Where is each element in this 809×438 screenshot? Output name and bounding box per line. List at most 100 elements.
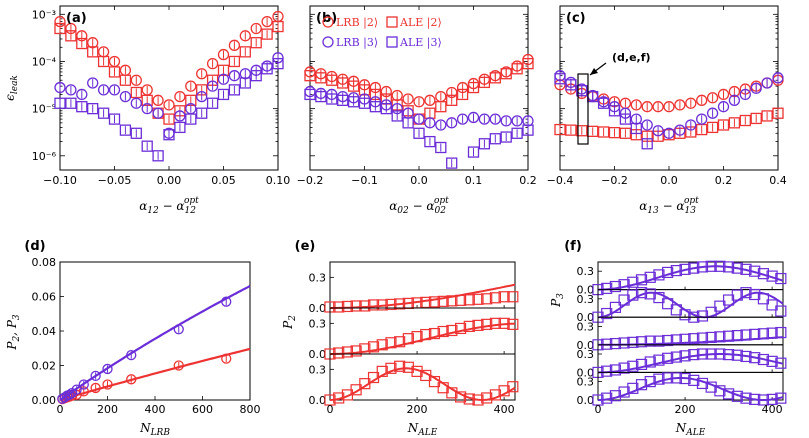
data-point (627, 276, 639, 288)
data-point (435, 101, 447, 113)
data-point (750, 82, 762, 94)
data-point (597, 97, 610, 109)
data-point (653, 269, 665, 281)
data-point (272, 57, 284, 70)
x-tick-label: 0.0 (660, 174, 678, 187)
data-point (108, 66, 121, 78)
x-tick-label: 400 (494, 403, 515, 416)
data-point (350, 345, 362, 357)
y-axis-label: P2 (281, 315, 298, 330)
data-point (347, 96, 360, 108)
data-point (185, 80, 197, 92)
data-point (766, 270, 778, 282)
data-point (511, 127, 523, 139)
data-point (119, 74, 132, 86)
x-tick-label: 0.4 (769, 174, 787, 187)
data-point (87, 46, 99, 58)
panel-a: −0.10 −0.05 0.00 0.05 0.10 10⁻⁶ 10⁻⁵ 10⁻⁴ 10⁻³ (a… (32, 5, 291, 216)
panel-label: (a) (66, 11, 87, 26)
panel-d: 0 200 400 600 800 0.00 0.02 0.04 0.06 0.08 (d) NLRB… (5, 239, 261, 438)
data-point (757, 394, 770, 406)
x-axis-label: NLRB (139, 421, 170, 438)
data-point (367, 371, 380, 384)
data-point (498, 317, 510, 329)
data-point (217, 88, 230, 101)
x-axis-label: α02 − α02opt (389, 196, 449, 216)
data-point (627, 336, 639, 348)
x-tick-label: 0.10 (266, 174, 291, 187)
data-point (456, 113, 469, 125)
subpanel: 0.00.3 (309, 261, 519, 315)
data-point (728, 94, 741, 106)
data-point (367, 341, 380, 353)
data-point (108, 84, 121, 96)
data-point (627, 289, 639, 301)
annotation-box (577, 73, 589, 145)
data-point (761, 77, 773, 89)
data-point (618, 362, 630, 374)
data-point (359, 378, 371, 390)
data-point (705, 348, 717, 360)
data-point (688, 349, 700, 361)
data-point (347, 80, 360, 92)
data-point (163, 113, 175, 125)
data-point (250, 22, 262, 35)
data-point (420, 369, 432, 382)
data-point (228, 55, 241, 68)
data-point (761, 110, 773, 122)
data-point (500, 131, 512, 143)
data-point (635, 379, 648, 391)
data-point (341, 346, 354, 358)
data-point (652, 125, 664, 137)
data-point (221, 296, 232, 307)
data-point (173, 360, 184, 371)
panel-label: (b) (316, 11, 337, 26)
x-axis-label: α12 − α12opt (139, 196, 199, 216)
y-tick-label: 10⁻³ (32, 8, 56, 21)
data-point (71, 384, 82, 395)
data-point (696, 310, 709, 322)
x-tick-label: 200 (407, 403, 428, 416)
data-point (662, 372, 674, 384)
data-point (757, 353, 770, 366)
data-point (333, 301, 345, 313)
data-point (500, 68, 512, 80)
data-point (717, 119, 730, 131)
data-point (90, 382, 101, 394)
legend-marker (386, 16, 398, 28)
data-point (174, 110, 186, 122)
data-point (717, 88, 730, 101)
data-point (739, 88, 751, 101)
data-point (304, 70, 316, 82)
data-point (54, 97, 66, 109)
annotation: (d,e,f) (577, 51, 651, 145)
data-point (696, 377, 709, 390)
data-point (376, 339, 388, 351)
data-point (250, 70, 262, 82)
data-point (446, 117, 458, 129)
data-point (102, 379, 113, 390)
data-point (706, 92, 719, 104)
data-point (402, 361, 414, 373)
axes-frame (59, 261, 251, 401)
data-point (326, 93, 338, 105)
subpanel: 0.00.3 (577, 260, 787, 297)
data-point (609, 364, 622, 376)
data-point (463, 393, 475, 405)
annotation-arrowhead (590, 68, 598, 75)
y-tick-label: 0.3 (577, 265, 595, 278)
data-point (601, 365, 613, 377)
data-point (376, 299, 388, 311)
data-point (358, 97, 371, 109)
data-point (239, 30, 251, 42)
data-point (576, 125, 588, 137)
data-point (740, 350, 752, 363)
data-point (685, 97, 697, 109)
data-point (413, 127, 425, 139)
data-point (76, 88, 88, 101)
data-point (722, 349, 735, 361)
axes-frame (329, 353, 516, 401)
data-point (740, 329, 752, 341)
data-point (679, 309, 691, 321)
data-point (749, 352, 761, 364)
